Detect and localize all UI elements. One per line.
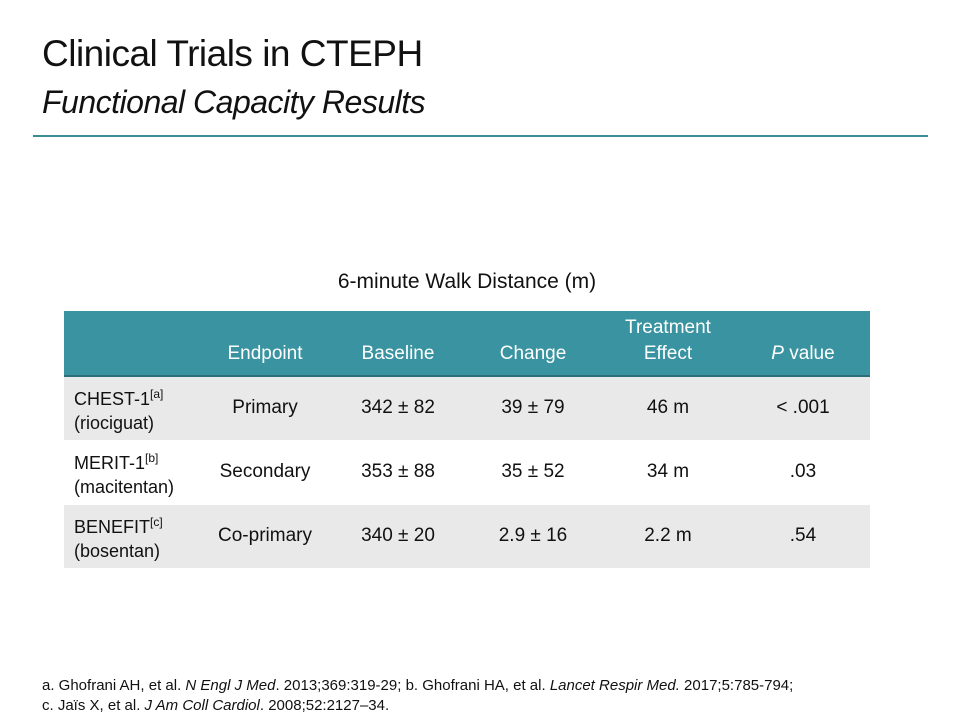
p-cell: .54 xyxy=(789,525,817,546)
baseline-cell: 342 ± 82 xyxy=(361,397,435,419)
walk-distance-table: Endpoint Baseline Change Treatment Effec… xyxy=(64,311,870,569)
references: a. Ghofrani AH, et al. N Engl J Med. 201… xyxy=(42,677,794,714)
header-endpoint: Endpoint xyxy=(227,343,303,364)
endpoint-cell: Secondary xyxy=(219,461,311,482)
trial-cell: MERIT-1[b] (macitentan) xyxy=(74,450,175,497)
p-cell: .03 xyxy=(789,461,817,482)
change-cell: 39 ± 79 xyxy=(501,397,565,419)
effect-cell: 46 m xyxy=(646,397,690,419)
trial-cell: BENEFIT[c] (bosentan) xyxy=(74,514,163,561)
table-row: BENEFIT[c] (bosentan) Co-primary 340 ± 20 2.… xyxy=(64,504,870,568)
header-change: Change xyxy=(499,343,567,364)
effect-cell: 2.2 m xyxy=(644,525,692,546)
effect-cell: 34 m xyxy=(646,461,690,482)
endpoint-cell: Primary xyxy=(232,397,298,419)
slide-title: Clinical Trials in CTEPH xyxy=(42,33,423,74)
slide-subtitle: Functional Capacity Results xyxy=(42,84,426,120)
table-row: MERIT-1[b] (macitentan) Secondary 353 ± 88 3… xyxy=(64,440,870,504)
trial-cell: CHEST-1[a] (riociguat) xyxy=(74,386,164,433)
change-cell: 2.9 ± 16 xyxy=(498,525,568,546)
p-cell: < .001 xyxy=(776,397,830,419)
table-caption: 6-minute Walk Distance (m) xyxy=(337,270,597,293)
title-divider xyxy=(33,135,928,137)
table-row: CHEST-1[a] (riociguat) Primary 342 ± 82 39 ±… xyxy=(64,376,870,440)
header-p-value: P value xyxy=(771,343,835,364)
baseline-cell: 353 ± 88 xyxy=(361,461,435,482)
header-trial xyxy=(64,311,200,376)
endpoint-cell: Co-primary xyxy=(218,525,312,546)
header-treatment-effect: Treatment Effect xyxy=(625,317,711,364)
header-baseline: Baseline xyxy=(361,343,435,364)
table-header-row: Endpoint Baseline Change Treatment Effec… xyxy=(64,311,870,376)
baseline-cell: 340 ± 20 xyxy=(361,525,435,546)
change-cell: 35 ± 52 xyxy=(501,461,565,482)
